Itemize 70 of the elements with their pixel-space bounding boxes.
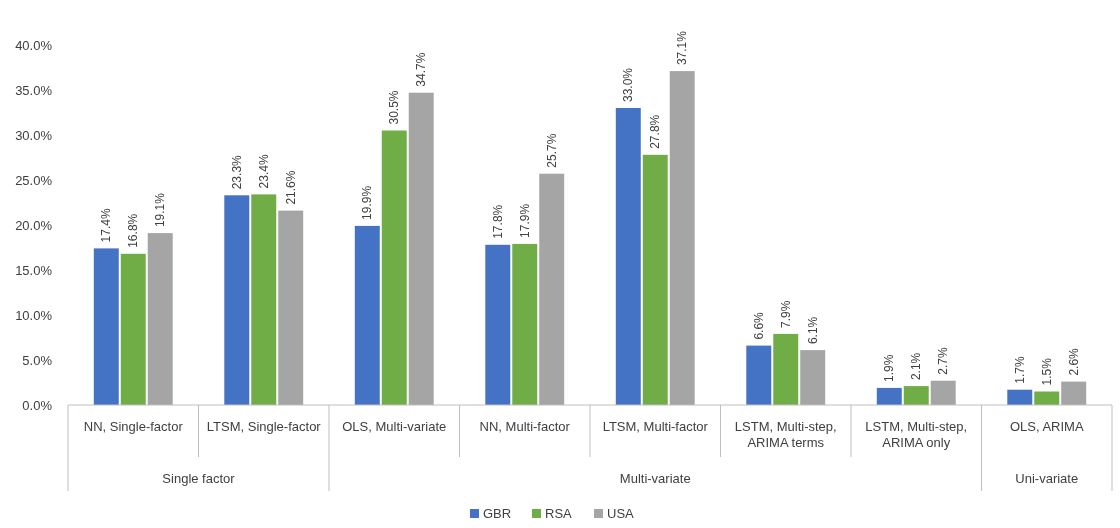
bar <box>354 225 380 405</box>
data-label: 23.3% <box>229 154 244 190</box>
y-tick-label: 40.0% <box>15 37 53 53</box>
data-label: 7.9% <box>778 300 793 328</box>
bar <box>1007 389 1033 405</box>
bar <box>903 386 929 405</box>
bar <box>512 243 538 405</box>
bar <box>539 173 565 405</box>
data-label: 19.1% <box>153 192 168 228</box>
data-label: 21.6% <box>283 170 298 205</box>
bar <box>147 233 173 405</box>
legend-label: USA <box>607 506 635 521</box>
y-tick-label: 15.0% <box>15 262 53 278</box>
data-label: 16.8% <box>126 213 141 248</box>
data-label: 25.7% <box>544 133 559 168</box>
bar <box>773 333 799 405</box>
data-label: 2.6% <box>1066 347 1081 376</box>
data-label: 1.5% <box>1039 357 1054 386</box>
y-tick-label: 25.0% <box>15 172 53 188</box>
y-tick-label: 35.0% <box>15 82 53 98</box>
legend-label: RSA <box>545 506 573 521</box>
bar <box>669 71 695 405</box>
bar <box>1061 381 1087 405</box>
x-tick-label: NN, Single-factor <box>83 419 184 434</box>
data-label: 19.9% <box>360 185 375 220</box>
y-tick-label: 30.0% <box>15 127 53 143</box>
data-label: 17.9% <box>517 203 532 238</box>
bar <box>615 108 641 405</box>
bar <box>746 345 772 405</box>
bar <box>876 387 902 405</box>
data-label: 23.4% <box>256 154 271 189</box>
legend-label: GBR <box>483 506 512 521</box>
bar <box>381 130 407 405</box>
data-label: 27.8% <box>648 114 663 149</box>
bar <box>642 154 668 405</box>
x-tick-label: LSTM, Multi-step, ARIMA terms <box>734 419 837 450</box>
x-tick-label: LTSM, Multi-factor <box>602 419 709 434</box>
data-label: 33.0% <box>621 67 636 102</box>
data-label: 1.9% <box>882 354 897 382</box>
bar <box>120 253 146 405</box>
bar <box>408 92 434 405</box>
bar <box>93 248 119 405</box>
data-label: 1.7% <box>1012 356 1027 384</box>
bar <box>278 210 304 405</box>
data-label: 30.5% <box>387 90 402 125</box>
data-label: 6.6% <box>751 311 766 340</box>
y-tick-label: 20.0% <box>15 217 53 233</box>
x-tick-label: OLS, ARIMA <box>1009 419 1084 434</box>
text: Multi-variate <box>619 471 691 486</box>
x-tick-label: NN, Multi-factor <box>479 419 571 434</box>
data-label: 17.4% <box>99 208 114 243</box>
x-tick-label: OLS, Multi-variate <box>342 419 447 434</box>
data-label: 17.8% <box>490 204 505 239</box>
data-label: 6.1% <box>805 316 820 345</box>
y-tick-label: 5.0% <box>22 352 53 368</box>
bar <box>485 244 511 405</box>
data-label: 2.7% <box>936 347 951 375</box>
text: Uni-variate <box>1015 471 1079 486</box>
data-label: 2.1% <box>909 352 924 381</box>
text: Single factor <box>162 471 236 486</box>
data-label: 34.7% <box>414 52 429 87</box>
bar <box>251 194 277 405</box>
x-tick-label: LSTM, Multi-step, ARIMA only <box>865 419 968 450</box>
y-tick-label: 10.0% <box>15 307 53 323</box>
y-tick-label: 0.0% <box>22 397 53 413</box>
x-tick-label: LTSM, Single-factor <box>206 419 322 434</box>
bar <box>800 350 826 405</box>
bar <box>224 195 250 405</box>
data-label: 37.1% <box>675 30 690 66</box>
bar <box>930 380 956 405</box>
